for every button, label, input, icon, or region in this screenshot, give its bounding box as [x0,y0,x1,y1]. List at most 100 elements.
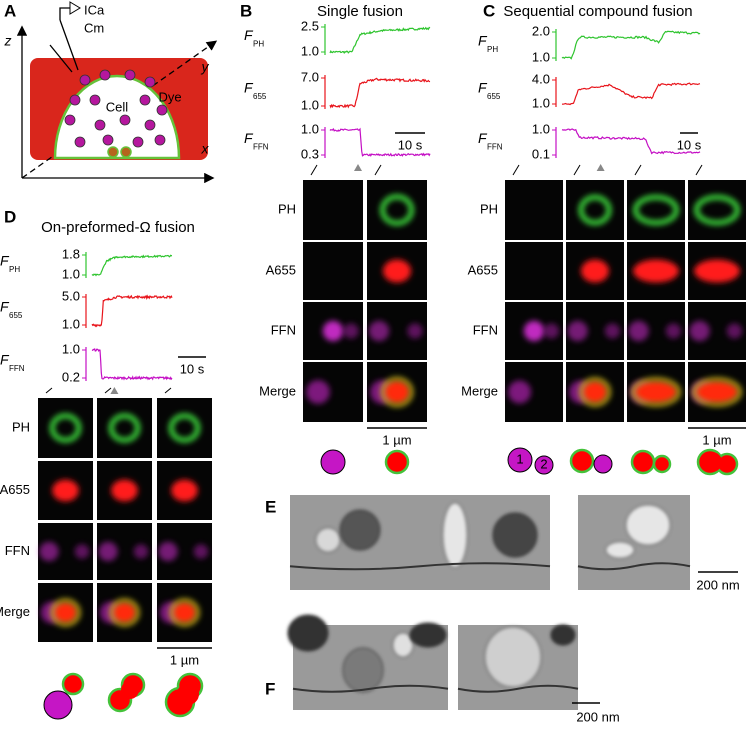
vesicle-icon [507,447,533,473]
tick-label: 1.0 [532,49,550,64]
signal [633,194,679,226]
image-tile [688,302,746,360]
signal [567,320,588,342]
row-label: Merge [259,383,296,398]
trace-symbol: F [0,352,10,368]
vesicle [107,146,119,158]
vesicle-icon [384,449,410,475]
tick-label: 1.0 [532,121,550,136]
trace [329,127,431,157]
image-tile [157,398,212,458]
image-tile [627,242,685,300]
signal [726,323,743,339]
signal [158,541,178,562]
signal [695,380,739,404]
em-structure [484,626,542,688]
signal [543,323,560,339]
panel-title: Single fusion [317,3,403,20]
em-structure [605,541,635,559]
trace-symbol: F [244,80,254,96]
signal [306,380,330,404]
image-tile [627,302,685,360]
tile-bg [566,180,624,240]
image-tile [303,242,363,300]
trace-symbol: F [0,299,10,315]
stim-marker [354,164,362,171]
axis-label: x [201,141,210,157]
vesicle-icon [534,455,554,475]
trace [329,77,431,109]
image-tile [157,523,212,580]
tile-bg [505,180,563,240]
vesicle [119,114,131,126]
panel-title: On-preformed-Ω fusion [41,219,195,236]
signal [112,601,137,624]
vesicle [156,104,168,116]
tick-label: 1.0 [301,43,319,58]
signal [53,601,78,624]
trace [91,347,173,381]
image-tile [505,242,563,300]
signal [580,259,610,283]
tile-bg [97,398,152,458]
image-tile [97,523,152,580]
image-tile [303,362,363,422]
row-label: A655 [266,262,296,277]
space-scale-label: 1 µm [702,432,731,447]
trace-subscript: PH [253,40,264,49]
tile-bg [303,180,363,240]
signal [98,541,118,562]
row-label: FFN [5,543,30,558]
signal [322,320,344,342]
image-tile [303,180,363,240]
vesicle [74,136,86,148]
em-scale-label: 200 nm [576,709,619,724]
signal [407,323,423,339]
row-label: PH [278,201,296,216]
image-tile [303,302,363,360]
panel-label: C [483,1,495,20]
panel-label: F [265,679,275,698]
tile-bg [157,398,212,458]
time-bracket [310,164,318,176]
em-membrane [292,684,449,693]
time-scale-label: 10 s [677,137,702,152]
vesicle [102,134,114,146]
em-structure [492,512,538,558]
em-structure [339,509,381,551]
image-tile [505,362,563,422]
signal [169,598,200,627]
tick-label: 1.0 [62,316,80,331]
vesicle-icon [652,454,672,474]
vesicle [120,146,132,158]
trace [91,294,173,328]
image-tile [688,362,746,422]
vesicle [139,94,151,106]
image-tile [566,180,624,240]
trace [561,30,701,60]
signal [172,601,197,624]
image-tile [688,242,746,300]
stim-marker [110,387,119,394]
image-tile [38,461,93,520]
trace-symbol: F [0,253,10,269]
trace-subscript: PH [487,45,498,54]
signal [111,479,138,502]
signal [74,544,90,559]
trace [561,82,701,106]
signal [368,320,390,342]
em-scale-label: 200 nm [696,577,739,592]
tick-label: 0.2 [62,369,80,384]
image-tile [367,242,427,300]
signal [379,194,415,226]
trace [561,128,701,155]
image-tile [38,523,93,580]
signal [39,541,59,562]
vesicle [144,76,156,88]
cell-label: Cell [106,99,129,114]
image-tile [367,302,427,360]
vesicle [64,114,76,126]
tick-label: 1.0 [301,97,319,112]
tile-bg [38,398,93,458]
